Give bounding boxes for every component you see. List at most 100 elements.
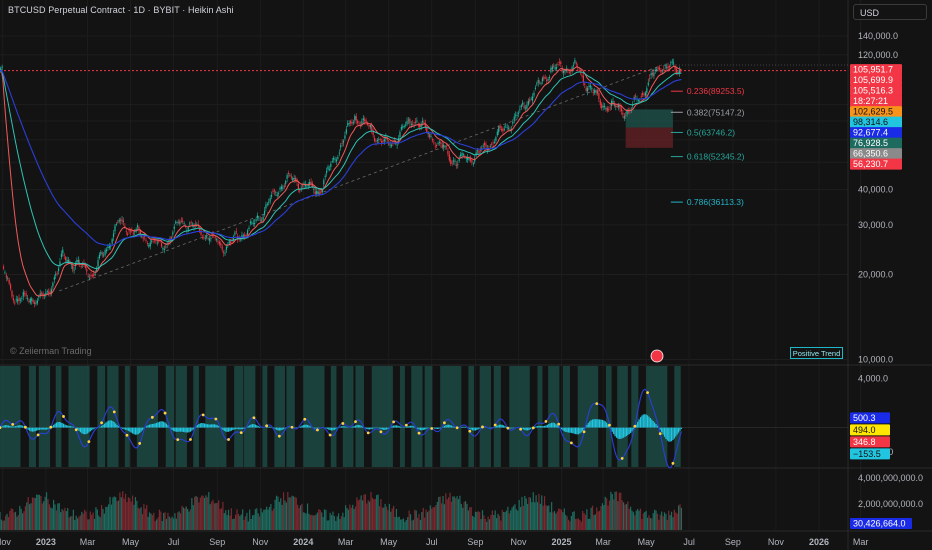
osc-histogram-bar bbox=[675, 427, 677, 437]
volume-bar bbox=[474, 511, 477, 530]
candle-body bbox=[608, 109, 610, 111]
candle-body bbox=[306, 185, 308, 187]
osc-signal-dot bbox=[493, 423, 497, 427]
fib-level-label: 0.236(89253.5) bbox=[687, 86, 745, 96]
volume-bar bbox=[71, 515, 73, 530]
osc-histogram-bar bbox=[85, 427, 87, 435]
volume-bar bbox=[275, 495, 278, 530]
candle-body bbox=[241, 234, 243, 238]
candle-body bbox=[124, 226, 126, 228]
candle-body bbox=[170, 237, 173, 239]
candle-body bbox=[431, 139, 434, 141]
time-tick-label: Mar bbox=[338, 537, 354, 547]
volume-bar bbox=[206, 497, 208, 530]
volume-bar bbox=[141, 514, 144, 530]
volume-bar bbox=[385, 506, 388, 530]
trend-zone bbox=[509, 366, 530, 467]
candle-body bbox=[66, 259, 68, 263]
volume-bar bbox=[534, 502, 536, 530]
candle-body bbox=[548, 76, 551, 79]
event-marker-icon[interactable] bbox=[650, 349, 664, 363]
osc-histogram-bar bbox=[500, 424, 502, 428]
osc-histogram-bar bbox=[469, 427, 471, 429]
osc-histogram-bar bbox=[129, 427, 131, 432]
candle-body bbox=[426, 127, 428, 132]
osc-histogram-bar bbox=[635, 424, 637, 428]
candle-body bbox=[211, 233, 213, 235]
candle-body bbox=[402, 126, 404, 128]
trend-zone bbox=[537, 366, 543, 467]
volume-bar bbox=[677, 505, 680, 530]
candle-body bbox=[371, 125, 373, 131]
volume-bar bbox=[448, 497, 450, 530]
trend-zone bbox=[493, 366, 501, 467]
candle-body bbox=[208, 238, 211, 241]
volume-bar bbox=[106, 506, 108, 530]
osc-histogram-bar bbox=[374, 427, 376, 429]
candle-body bbox=[557, 64, 559, 65]
osc-histogram-bar bbox=[213, 424, 216, 428]
volume-bar bbox=[139, 508, 141, 530]
candle-body bbox=[450, 159, 452, 164]
volume-bar bbox=[401, 519, 403, 530]
trend-zone bbox=[205, 366, 227, 467]
volume-bar bbox=[613, 499, 615, 530]
volume-bar bbox=[511, 507, 513, 530]
volume-bar bbox=[479, 511, 481, 530]
osc-histogram-bar bbox=[181, 427, 183, 432]
candle-body bbox=[515, 114, 517, 116]
volume-bar bbox=[31, 497, 34, 530]
volume-bar bbox=[644, 512, 646, 530]
candle-body bbox=[498, 127, 500, 133]
candle-body bbox=[153, 239, 156, 241]
volume-bar bbox=[172, 518, 175, 530]
candle-body bbox=[163, 249, 165, 250]
candle-body bbox=[97, 260, 99, 267]
candle-body bbox=[317, 191, 319, 194]
candle-body bbox=[206, 236, 208, 238]
candle-body bbox=[430, 135, 432, 137]
osc-histogram-bar bbox=[273, 427, 275, 429]
candle-body bbox=[368, 125, 370, 126]
candle-body bbox=[376, 140, 378, 141]
volume-bar bbox=[404, 521, 406, 530]
volume-bar bbox=[36, 494, 38, 530]
osc-histogram-bar bbox=[360, 425, 362, 428]
osc-histogram-bar bbox=[126, 427, 128, 431]
candle-body bbox=[266, 203, 268, 205]
volume-bar bbox=[123, 498, 125, 530]
candle-body bbox=[406, 121, 408, 125]
osc-histogram-bar bbox=[220, 427, 223, 429]
volume-bar bbox=[129, 498, 131, 530]
volume-bar bbox=[151, 515, 153, 530]
candle-body bbox=[333, 158, 335, 160]
osc-histogram-bar bbox=[6, 425, 8, 428]
volume-bar bbox=[566, 516, 568, 530]
osc-histogram-bar bbox=[508, 427, 510, 429]
volume-bar bbox=[560, 509, 563, 530]
volume-bar bbox=[428, 510, 430, 530]
osc-histogram-bar bbox=[60, 422, 62, 428]
candle-body bbox=[658, 67, 661, 70]
fib-level-label: 0.5(63746.2) bbox=[687, 127, 735, 137]
candle-body bbox=[485, 144, 487, 147]
osc-histogram-bar bbox=[549, 423, 551, 428]
osc-signal-dot bbox=[392, 420, 396, 424]
osc-histogram-bar bbox=[148, 424, 151, 428]
osc-histogram-bar bbox=[336, 427, 338, 429]
trend-zone bbox=[631, 366, 639, 467]
candle-body bbox=[568, 71, 570, 73]
candle-body bbox=[424, 122, 426, 127]
volume-bar bbox=[639, 508, 642, 530]
volume-bar bbox=[220, 508, 223, 530]
osc-histogram-bar bbox=[593, 419, 595, 428]
candle-body bbox=[63, 254, 65, 256]
volume-bar bbox=[144, 508, 146, 530]
currency-button[interactable]: USD bbox=[853, 4, 927, 20]
volume-bar bbox=[598, 510, 601, 530]
osc-histogram-bar bbox=[670, 427, 673, 442]
candle-body bbox=[287, 172, 290, 174]
volume-bar bbox=[528, 496, 530, 530]
volume-bar bbox=[14, 511, 17, 530]
